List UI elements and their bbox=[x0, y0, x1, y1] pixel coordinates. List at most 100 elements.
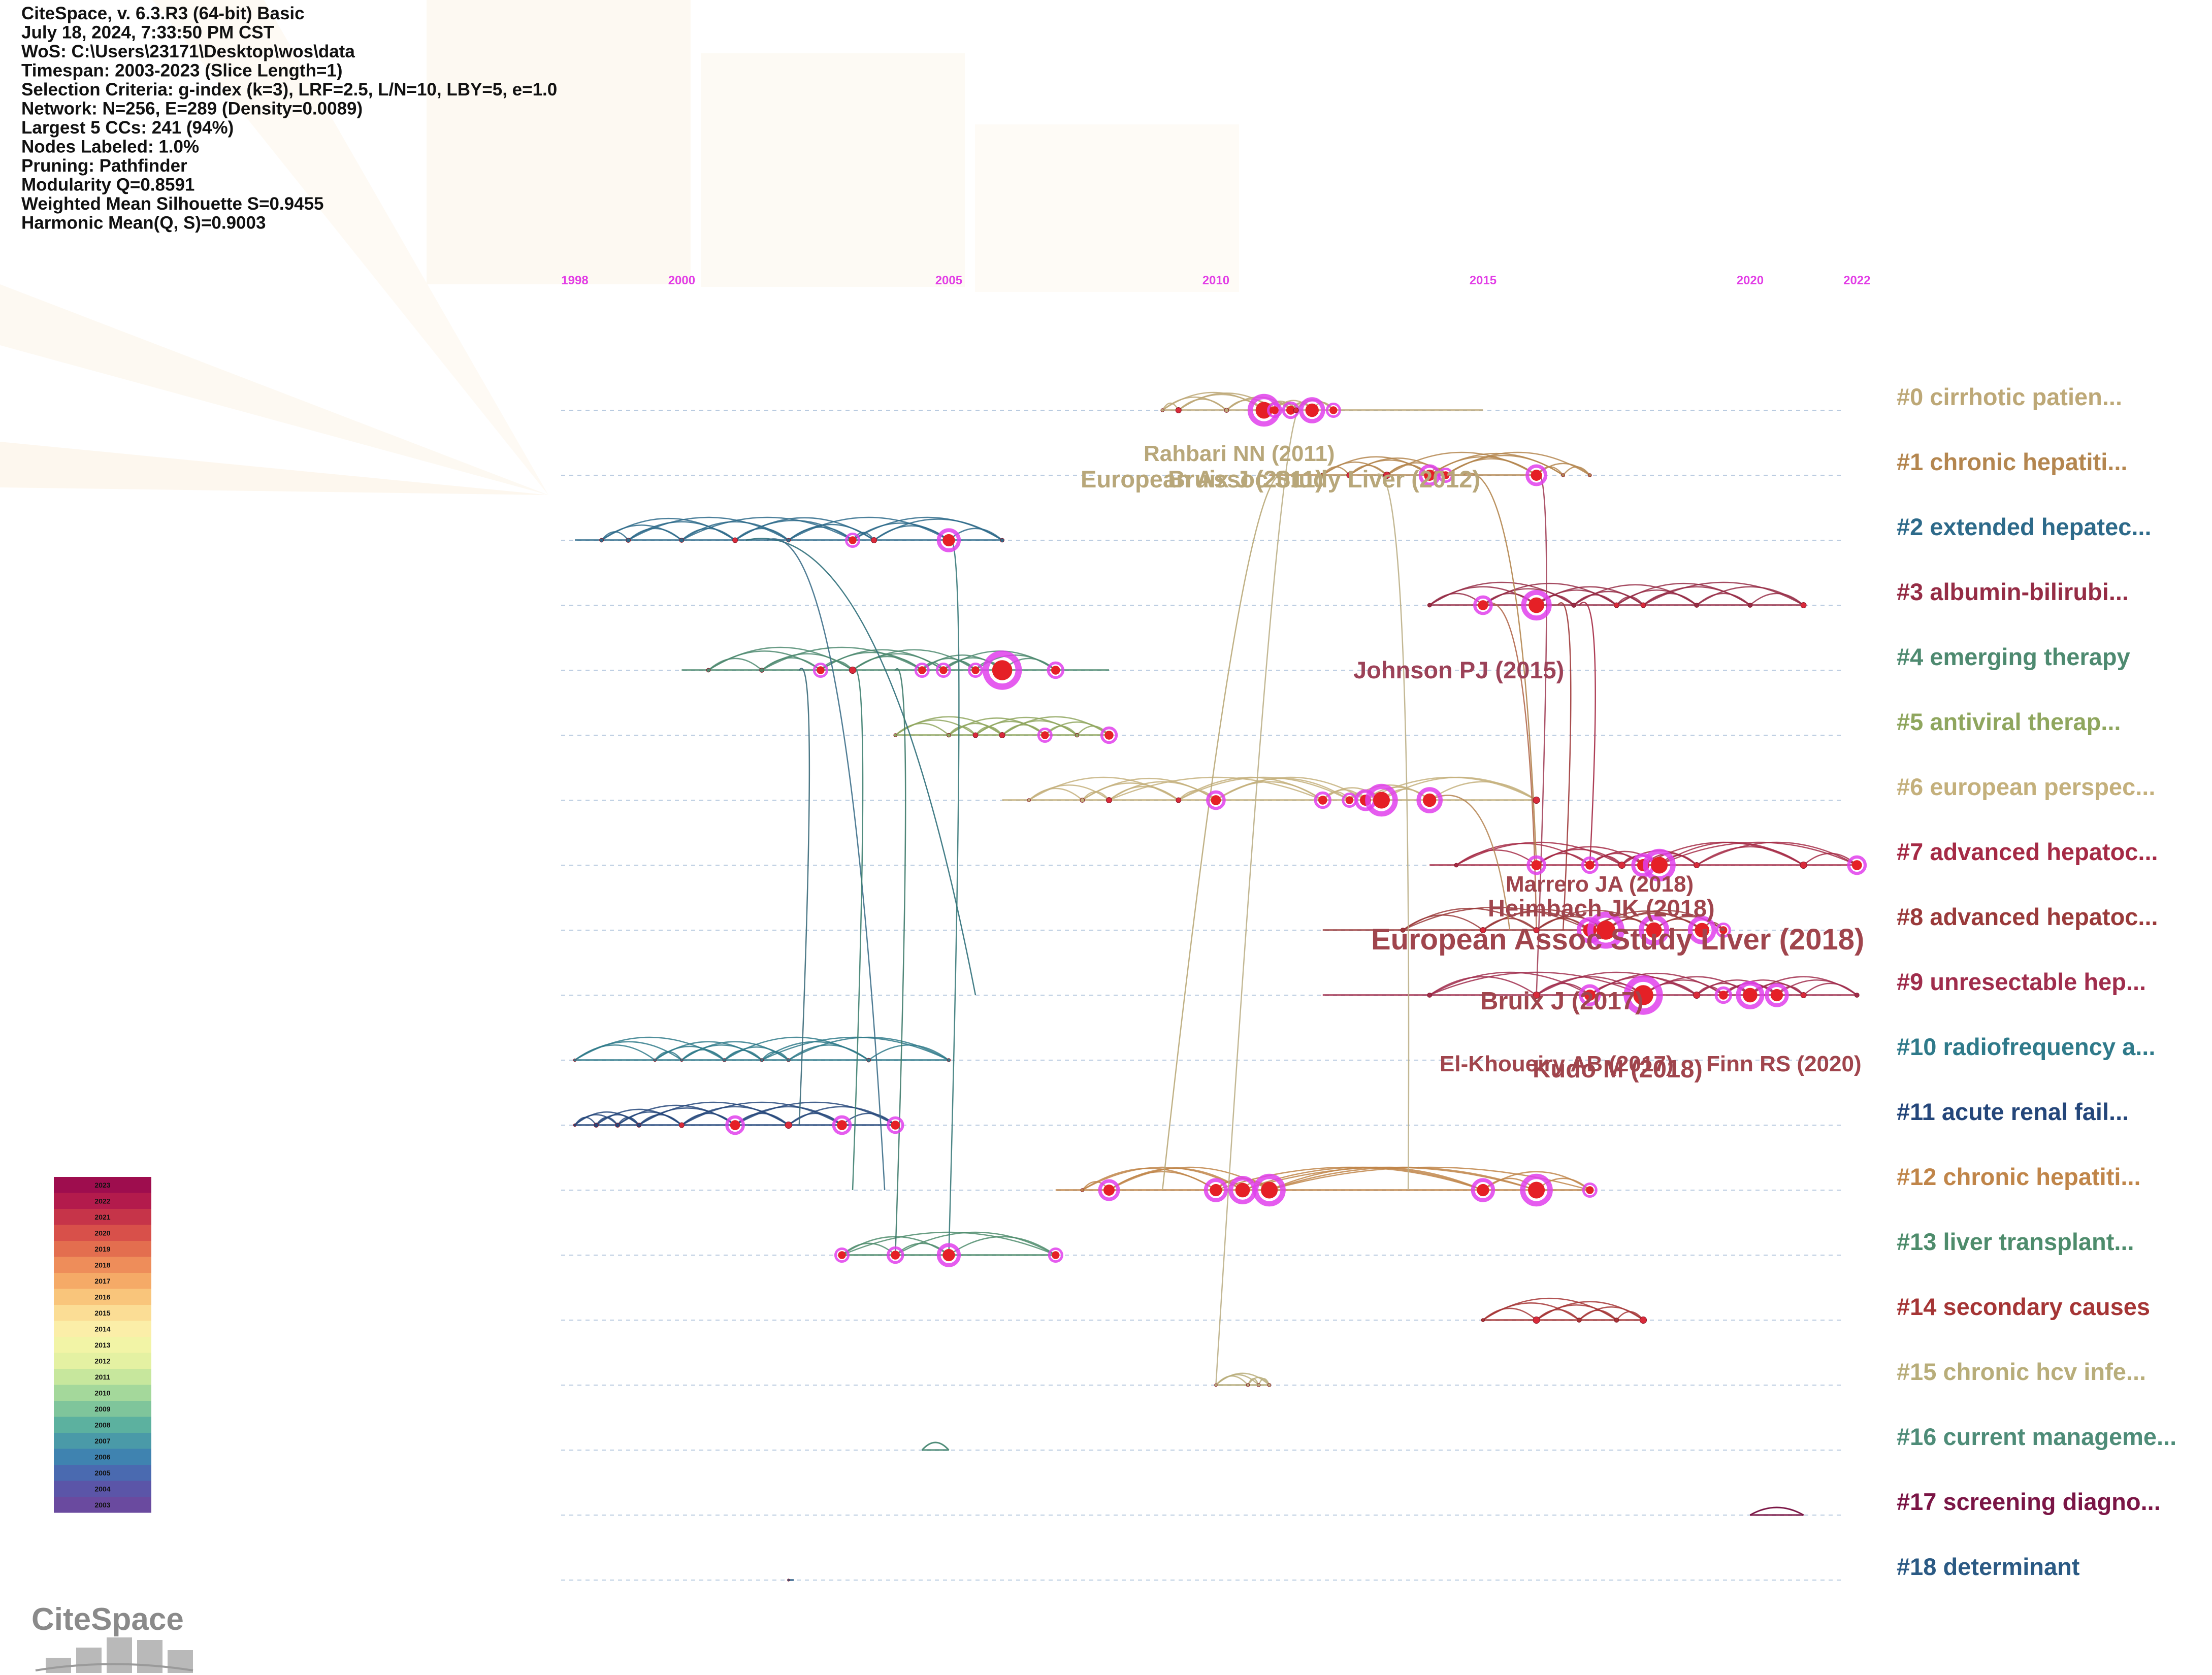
reference-node-burst-ring bbox=[832, 1115, 852, 1135]
reference-label: Kudo M (2018) bbox=[1533, 1056, 1703, 1083]
reference-node bbox=[1854, 993, 1860, 998]
citation-arc bbox=[1482, 1171, 1590, 1191]
reference-node bbox=[1747, 603, 1753, 608]
reference-node bbox=[1770, 989, 1783, 1002]
info-line: Largest 5 CCs: 241 (94%) bbox=[21, 118, 234, 138]
reference-node bbox=[1614, 1318, 1619, 1323]
reference-node-burst-ring bbox=[914, 662, 930, 678]
legend-swatch bbox=[54, 1209, 151, 1225]
reference-node-burst-ring bbox=[1736, 981, 1765, 1009]
bg-bar bbox=[427, 0, 691, 284]
cluster-label: #10 radiofrequency a... bbox=[1897, 1033, 2155, 1060]
reference-node bbox=[849, 536, 857, 544]
reference-node-burst-ring bbox=[1203, 1178, 1228, 1202]
cross-cluster-link bbox=[1557, 602, 1572, 931]
reference-node bbox=[1477, 1184, 1489, 1197]
citation-arc bbox=[1247, 1376, 1270, 1386]
legend-year-label: 2007 bbox=[94, 1437, 110, 1445]
citation-arc bbox=[628, 528, 682, 541]
reference-node bbox=[1528, 1181, 1545, 1199]
reference-label: European Assoc Study Liver (2012) bbox=[1081, 466, 1480, 492]
cluster-label: #12 chronic hepatiti... bbox=[1897, 1163, 2141, 1190]
citation-arc bbox=[1349, 465, 1387, 476]
legend-swatch bbox=[54, 1273, 151, 1289]
cross-cluster-link bbox=[1461, 472, 1537, 866]
citation-arc bbox=[638, 1114, 682, 1126]
reference-node bbox=[1293, 407, 1299, 413]
reference-node bbox=[992, 660, 1013, 680]
reference-node-burst-ring bbox=[886, 1116, 904, 1134]
legend-year-label: 2023 bbox=[94, 1181, 110, 1189]
cross-cluster-link bbox=[1536, 473, 1547, 996]
reference-node-burst-ring bbox=[1325, 402, 1341, 418]
reference-node-burst-ring bbox=[1100, 726, 1118, 744]
legend-swatch bbox=[54, 1369, 151, 1385]
citation-arc bbox=[1659, 841, 1858, 866]
legend-year-label: 2011 bbox=[95, 1373, 111, 1381]
legend-swatch bbox=[54, 1481, 151, 1497]
citation-arc bbox=[681, 516, 853, 541]
legend-swatch bbox=[54, 1337, 151, 1353]
citation-arc bbox=[681, 1106, 789, 1126]
citation-arc bbox=[975, 726, 1003, 736]
reference-node bbox=[1261, 1181, 1278, 1199]
citation-arc bbox=[788, 1044, 869, 1061]
reference-node-burst-ring bbox=[1643, 848, 1676, 882]
axis-year-label: 2022 bbox=[1843, 274, 1870, 287]
cross-cluster-link bbox=[1376, 473, 1410, 1191]
reference-node bbox=[1480, 927, 1486, 933]
reference-node bbox=[1106, 797, 1112, 803]
reference-label: Johnson PJ (2015) bbox=[1353, 656, 1564, 683]
reference-node bbox=[1210, 1184, 1222, 1197]
reference-node bbox=[1640, 602, 1646, 608]
citation-arc bbox=[734, 1101, 896, 1126]
citation-arc bbox=[1643, 581, 1804, 606]
reference-node bbox=[1052, 1251, 1060, 1259]
bg-fan-ray bbox=[0, 442, 548, 495]
citation-arc bbox=[1215, 1372, 1270, 1386]
axis-year-label: 1998 bbox=[561, 274, 588, 287]
reference-node bbox=[1651, 857, 1668, 874]
reference-node bbox=[918, 666, 926, 674]
cluster-label: #13 liver transplant... bbox=[1897, 1228, 2134, 1255]
reference-node bbox=[1080, 798, 1085, 803]
citation-arc bbox=[1536, 846, 1644, 866]
legend-swatch bbox=[54, 1289, 151, 1305]
reference-node bbox=[615, 1123, 621, 1128]
legend-swatch bbox=[54, 1225, 151, 1241]
reference-node bbox=[1585, 861, 1595, 870]
legend-year-label: 2008 bbox=[94, 1421, 110, 1429]
reference-node bbox=[594, 1123, 599, 1128]
reference-node bbox=[1571, 603, 1577, 608]
reference-node bbox=[1478, 600, 1488, 610]
reference-label: El-Khoueiry AB (2017) bbox=[1440, 1052, 1673, 1076]
reference-node-burst-ring bbox=[1298, 397, 1325, 423]
citation-arc bbox=[1803, 982, 1858, 996]
cluster-label: #7 advanced hepatoc... bbox=[1897, 838, 2158, 865]
legend-swatch bbox=[54, 1385, 151, 1401]
reference-node bbox=[942, 1249, 955, 1262]
reference-node bbox=[787, 1579, 790, 1582]
reference-node bbox=[1800, 602, 1807, 608]
reference-node bbox=[1613, 602, 1619, 608]
reference-node bbox=[817, 666, 825, 674]
reference-node bbox=[972, 732, 979, 738]
cluster-label: #17 screening diagno... bbox=[1897, 1488, 2161, 1515]
cluster-label: #16 current manageme... bbox=[1897, 1423, 2176, 1450]
reference-node-burst-ring bbox=[1267, 402, 1283, 418]
citation-arc bbox=[1749, 1506, 1804, 1516]
logo-book-icon bbox=[35, 1663, 193, 1671]
reference-node-burst-ring bbox=[812, 662, 828, 678]
reference-node bbox=[786, 538, 791, 543]
legend-year-label: 2005 bbox=[94, 1469, 110, 1477]
bg-bar bbox=[975, 124, 1239, 292]
bg-fan-ray bbox=[0, 284, 548, 495]
citation-arc bbox=[1109, 776, 1323, 801]
reference-node-burst-ring bbox=[1037, 727, 1053, 743]
reference-node bbox=[1235, 1183, 1250, 1198]
reference-node-burst-ring bbox=[936, 528, 961, 552]
reference-node bbox=[1719, 926, 1728, 934]
reference-node-burst-ring bbox=[1687, 916, 1716, 944]
legend-swatch bbox=[54, 1257, 151, 1273]
reference-node-burst-ring bbox=[1714, 986, 1733, 1004]
